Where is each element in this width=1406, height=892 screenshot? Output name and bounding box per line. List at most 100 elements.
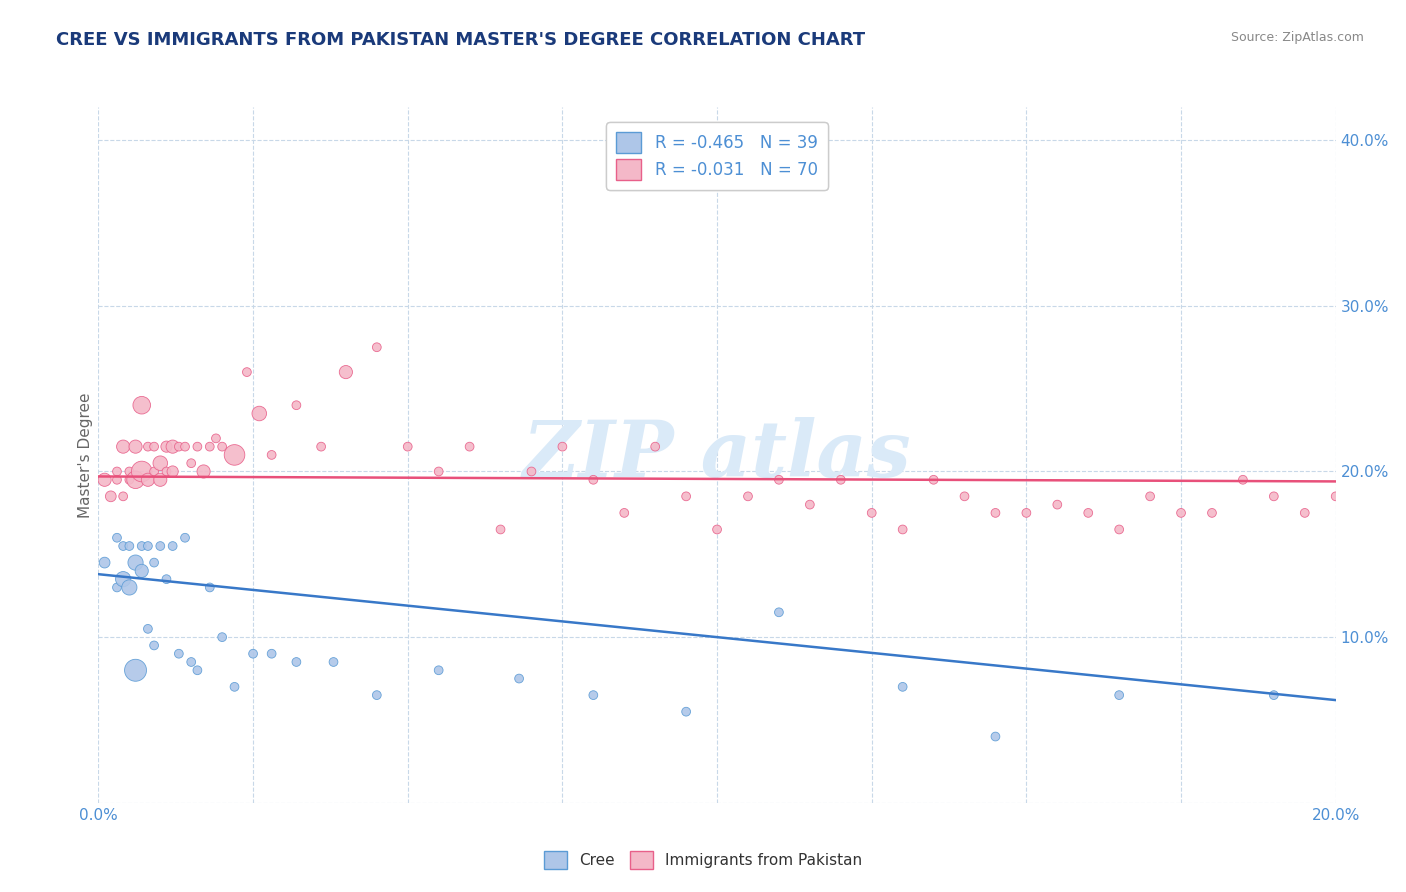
Point — [100, 489, 122, 503]
Point — [124, 663, 146, 677]
Point — [186, 440, 208, 454]
Point — [551, 440, 574, 454]
Point — [211, 630, 233, 644]
Point — [118, 465, 141, 479]
Point — [860, 506, 883, 520]
Text: CREE VS IMMIGRANTS FROM PAKISTAN MASTER'S DEGREE CORRELATION CHART: CREE VS IMMIGRANTS FROM PAKISTAN MASTER'… — [56, 31, 865, 49]
Point — [198, 581, 221, 595]
Point — [112, 572, 135, 586]
Point — [136, 622, 159, 636]
Point — [427, 465, 450, 479]
Point — [205, 431, 228, 445]
Point — [131, 398, 153, 412]
Point — [236, 365, 259, 379]
Point — [136, 473, 159, 487]
Point — [149, 473, 172, 487]
Point — [582, 473, 605, 487]
Point — [118, 539, 141, 553]
Text: ZIP atlas: ZIP atlas — [523, 417, 911, 493]
Point — [335, 365, 357, 379]
Point — [1139, 489, 1161, 503]
Point — [211, 440, 233, 454]
Point — [105, 531, 128, 545]
Point — [149, 456, 172, 470]
Point — [285, 655, 308, 669]
Point — [366, 340, 388, 354]
Point — [131, 465, 153, 479]
Point — [180, 456, 202, 470]
Point — [737, 489, 759, 503]
Point — [260, 647, 283, 661]
Point — [174, 531, 197, 545]
Point — [953, 489, 976, 503]
Point — [644, 440, 666, 454]
Point — [162, 440, 184, 454]
Point — [366, 688, 388, 702]
Point — [427, 663, 450, 677]
Point — [162, 465, 184, 479]
Point — [155, 440, 177, 454]
Point — [1108, 523, 1130, 537]
Point — [458, 440, 481, 454]
Point — [224, 680, 246, 694]
Point — [582, 688, 605, 702]
Point — [675, 489, 697, 503]
Point — [198, 440, 221, 454]
Point — [193, 465, 215, 479]
Point — [706, 523, 728, 537]
Point — [1355, 489, 1378, 503]
Point — [1263, 489, 1285, 503]
Point — [124, 440, 146, 454]
Point — [105, 581, 128, 595]
Point — [174, 440, 197, 454]
Point — [93, 556, 115, 570]
Point — [508, 672, 530, 686]
Point — [675, 705, 697, 719]
Point — [984, 730, 1007, 744]
Point — [124, 473, 146, 487]
Point — [180, 655, 202, 669]
Point — [118, 473, 141, 487]
Point — [105, 465, 128, 479]
Point — [1294, 506, 1316, 520]
Point — [242, 647, 264, 661]
Point — [1232, 473, 1254, 487]
Point — [1263, 688, 1285, 702]
Point — [891, 523, 914, 537]
Point — [922, 473, 945, 487]
Point — [143, 556, 166, 570]
Point — [155, 572, 177, 586]
Point — [131, 564, 153, 578]
Point — [149, 539, 172, 553]
Point — [1077, 506, 1099, 520]
Point — [891, 680, 914, 694]
Point — [520, 465, 543, 479]
Point — [167, 647, 190, 661]
Point — [112, 489, 135, 503]
Point — [186, 663, 208, 677]
Point — [768, 473, 790, 487]
Point — [112, 539, 135, 553]
Legend: R = -0.465   N = 39, R = -0.031   N = 70: R = -0.465 N = 39, R = -0.031 N = 70 — [606, 122, 828, 190]
Point — [1324, 489, 1347, 503]
Point — [1046, 498, 1069, 512]
Point — [830, 473, 852, 487]
Legend: Cree, Immigrants from Pakistan: Cree, Immigrants from Pakistan — [537, 845, 869, 875]
Point — [285, 398, 308, 412]
Point — [124, 556, 146, 570]
Point — [613, 506, 636, 520]
Point — [155, 465, 177, 479]
Text: Source: ZipAtlas.com: Source: ZipAtlas.com — [1230, 31, 1364, 45]
Point — [1015, 506, 1038, 520]
Point — [162, 539, 184, 553]
Point — [136, 440, 159, 454]
Point — [799, 498, 821, 512]
Point — [224, 448, 246, 462]
Point — [247, 407, 270, 421]
Point — [1201, 506, 1223, 520]
Point — [112, 440, 135, 454]
Point — [489, 523, 512, 537]
Point — [260, 448, 283, 462]
Point — [136, 539, 159, 553]
Point — [322, 655, 344, 669]
